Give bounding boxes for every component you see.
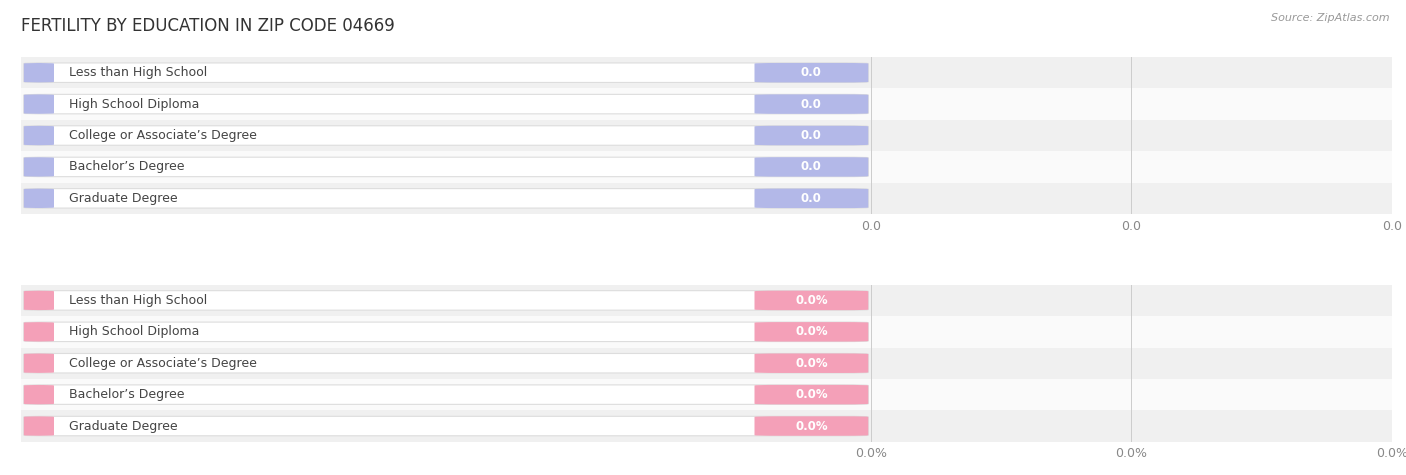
- Text: Source: ZipAtlas.com: Source: ZipAtlas.com: [1271, 13, 1389, 23]
- FancyBboxPatch shape: [24, 126, 869, 145]
- Bar: [21, 285, 1392, 316]
- FancyBboxPatch shape: [24, 63, 53, 83]
- FancyBboxPatch shape: [755, 157, 869, 177]
- FancyBboxPatch shape: [24, 157, 869, 177]
- FancyBboxPatch shape: [24, 95, 53, 114]
- FancyBboxPatch shape: [24, 189, 53, 208]
- FancyBboxPatch shape: [24, 353, 869, 373]
- Bar: [21, 120, 1392, 151]
- FancyBboxPatch shape: [755, 353, 869, 373]
- Text: Less than High School: Less than High School: [69, 294, 207, 307]
- FancyBboxPatch shape: [24, 126, 53, 145]
- FancyBboxPatch shape: [755, 322, 869, 342]
- Bar: [21, 57, 1392, 88]
- Bar: [21, 182, 1392, 214]
- Text: FERTILITY BY EDUCATION IN ZIP CODE 04669: FERTILITY BY EDUCATION IN ZIP CODE 04669: [21, 17, 395, 35]
- Text: 0.0: 0.0: [801, 97, 823, 111]
- FancyBboxPatch shape: [24, 385, 53, 404]
- FancyBboxPatch shape: [24, 322, 869, 342]
- FancyBboxPatch shape: [755, 385, 869, 404]
- Text: College or Associate’s Degree: College or Associate’s Degree: [69, 357, 257, 370]
- FancyBboxPatch shape: [24, 63, 869, 83]
- FancyBboxPatch shape: [24, 291, 53, 310]
- Bar: [21, 379, 1392, 410]
- Text: 0.0: 0.0: [801, 129, 823, 142]
- FancyBboxPatch shape: [24, 385, 869, 404]
- Text: Bachelor’s Degree: Bachelor’s Degree: [69, 388, 184, 401]
- FancyBboxPatch shape: [24, 322, 53, 342]
- FancyBboxPatch shape: [755, 189, 869, 208]
- FancyBboxPatch shape: [755, 291, 869, 310]
- FancyBboxPatch shape: [24, 189, 869, 208]
- FancyBboxPatch shape: [24, 291, 869, 310]
- FancyBboxPatch shape: [24, 157, 53, 177]
- Text: Graduate Degree: Graduate Degree: [69, 419, 177, 433]
- Bar: [21, 410, 1392, 442]
- Text: Bachelor’s Degree: Bachelor’s Degree: [69, 161, 184, 173]
- FancyBboxPatch shape: [755, 95, 869, 114]
- FancyBboxPatch shape: [755, 63, 869, 83]
- Text: 0.0%: 0.0%: [794, 357, 828, 370]
- Text: High School Diploma: High School Diploma: [69, 325, 200, 338]
- Text: 0.0%: 0.0%: [794, 419, 828, 433]
- Text: 0.0%: 0.0%: [794, 325, 828, 338]
- Text: High School Diploma: High School Diploma: [69, 97, 200, 111]
- Text: 0.0%: 0.0%: [794, 388, 828, 401]
- Bar: [21, 151, 1392, 182]
- Bar: [21, 348, 1392, 379]
- Text: Graduate Degree: Graduate Degree: [69, 192, 177, 205]
- Bar: [21, 316, 1392, 348]
- Text: 0.0: 0.0: [801, 192, 823, 205]
- FancyBboxPatch shape: [755, 126, 869, 145]
- Text: Less than High School: Less than High School: [69, 66, 207, 79]
- FancyBboxPatch shape: [24, 353, 53, 373]
- FancyBboxPatch shape: [24, 416, 53, 436]
- Bar: [21, 88, 1392, 120]
- FancyBboxPatch shape: [24, 95, 869, 114]
- Text: College or Associate’s Degree: College or Associate’s Degree: [69, 129, 257, 142]
- Text: 0.0: 0.0: [801, 161, 823, 173]
- FancyBboxPatch shape: [755, 416, 869, 436]
- FancyBboxPatch shape: [24, 416, 869, 436]
- Text: 0.0: 0.0: [801, 66, 823, 79]
- Text: 0.0%: 0.0%: [794, 294, 828, 307]
